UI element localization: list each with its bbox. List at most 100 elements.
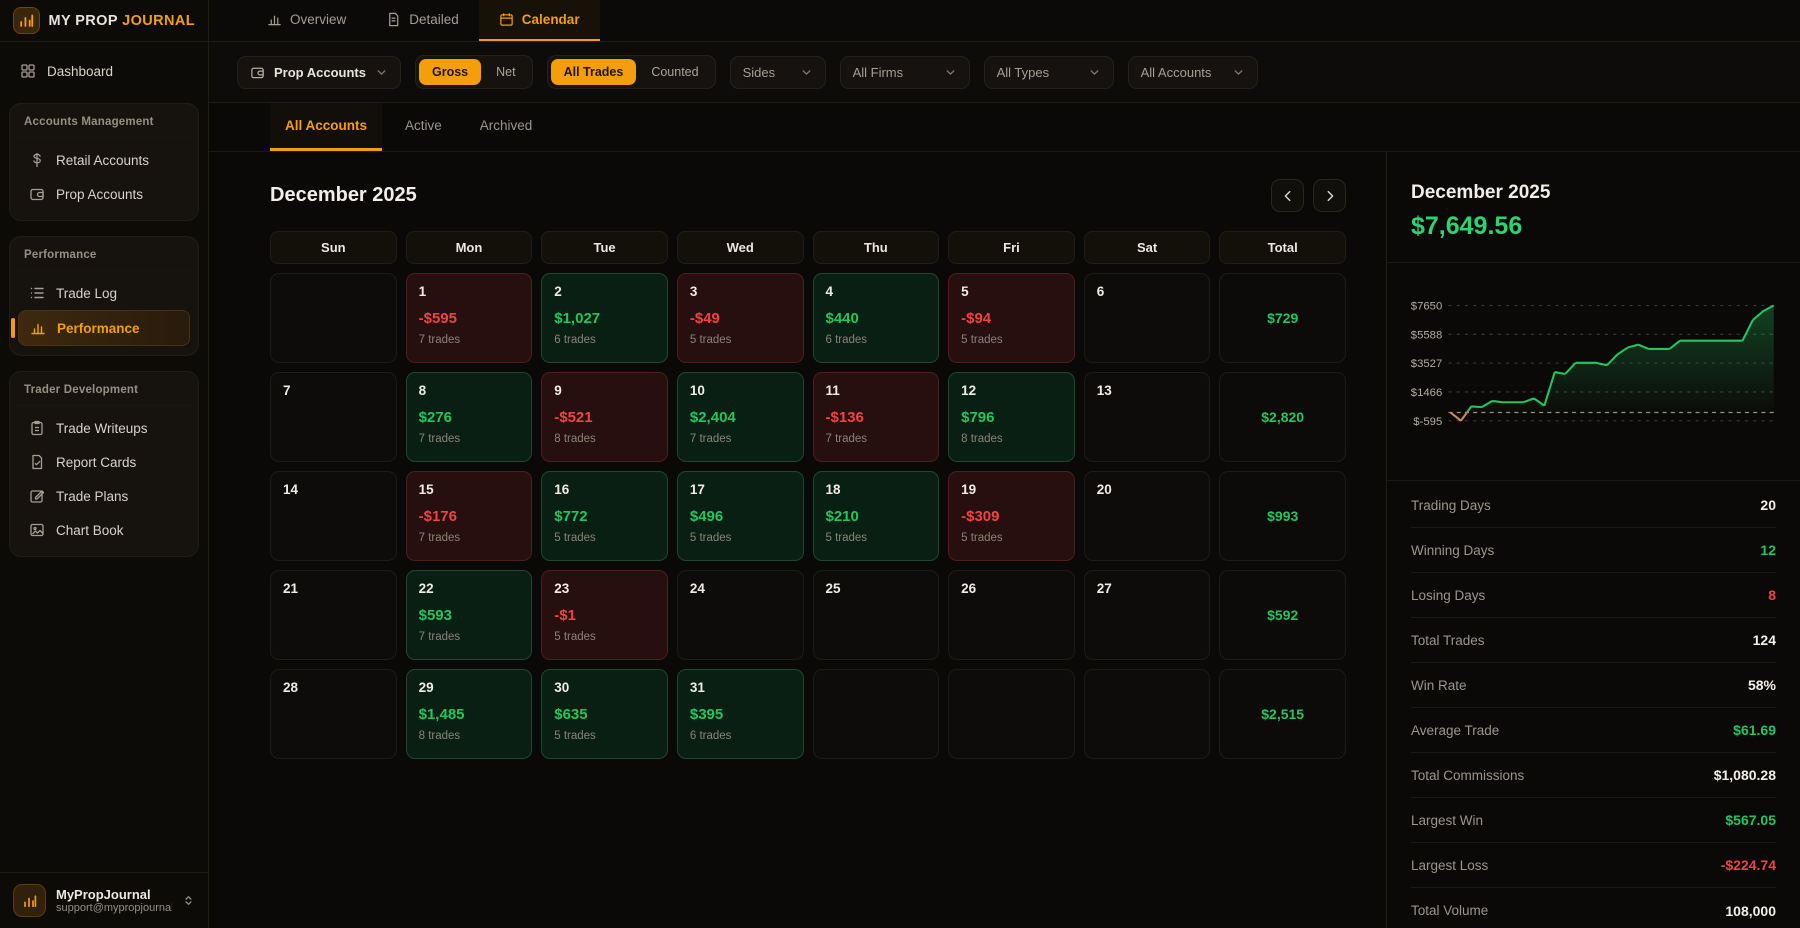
sidebar-group-accounts-management: Accounts Management Retail Accounts Prop A…	[9, 103, 199, 221]
sidebar-item-report-cards[interactable]: Report Cards	[18, 445, 190, 479]
filter-dropdown-all-types[interactable]: All Types	[983, 55, 1114, 89]
day-number: 7	[283, 383, 291, 398]
account-tab-all-accounts[interactable]: All Accounts	[270, 103, 383, 151]
day-pnl: -$521	[554, 409, 593, 426]
calendar-day-cell-3[interactable]: 3 -$49 5 trades	[676, 273, 804, 363]
stat-label: Average Trade	[1411, 722, 1500, 738]
dollar-icon	[29, 152, 45, 168]
day-pnl: -$1	[554, 607, 576, 624]
gross-net-toggle: Gross Net	[414, 55, 533, 89]
day-number: 28	[283, 680, 299, 695]
calendar-day-cell-9[interactable]: 9 -$521 8 trades	[541, 372, 668, 462]
account-type-dropdown[interactable]: Prop Accounts	[237, 55, 401, 89]
day-number: 17	[689, 482, 705, 497]
trades-mode-option-all-trades[interactable]: All Trades	[550, 59, 637, 85]
calendar-day-cell-13[interactable]: 13	[1083, 372, 1211, 462]
calendar-day-cell-7[interactable]: 7	[270, 372, 397, 462]
gross-net-option-gross[interactable]: Gross	[418, 59, 482, 85]
month-header: December 2025	[209, 152, 1386, 231]
calendar-day-cell-31[interactable]: 31 $395 6 trades	[676, 669, 804, 759]
calendar-day-cell-17[interactable]: 17 $496 5 trades	[676, 471, 804, 561]
nav-tab-detailed[interactable]: Detailed	[366, 0, 479, 41]
day-pnl: $772	[554, 508, 588, 525]
calendar-day-cell-20[interactable]: 20	[1083, 471, 1211, 561]
sidebar-item-chart-book[interactable]: Chart Book	[18, 513, 190, 547]
filter-dropdown-all-accounts[interactable]: All Accounts	[1127, 55, 1258, 89]
stat-row-total-trades: Total Trades 124	[1411, 618, 1776, 664]
stat-row-win-rate: Win Rate 58%	[1411, 663, 1776, 709]
chevron-updown-icon[interactable]	[182, 894, 195, 907]
sidebar-item-retail-accounts[interactable]: Retail Accounts	[18, 143, 190, 177]
content-row: December 2025 Sun Mon Tue Wed Thu Fri Sat Total…	[209, 152, 1800, 928]
calendar-day-cell-1[interactable]: 1 -$595 7 trades	[405, 273, 533, 363]
stat-row-winning-days: Winning Days 12	[1411, 528, 1776, 574]
calendar-day-cell-19[interactable]: 19 -$309 5 trades	[948, 471, 1075, 561]
sidebar-item-dashboard[interactable]: Dashboard	[9, 54, 199, 88]
svg-text:$3527: $3527	[1411, 358, 1442, 370]
day-trades-count: 8 trades	[961, 433, 1003, 445]
sidebar-body: Dashboard Accounts Management Retail Acco…	[0, 42, 208, 872]
sidebar-item-performance[interactable]: Performance	[11, 310, 190, 346]
calendar-day-cell-24[interactable]: 24	[676, 570, 804, 660]
calendar-day-cell-12[interactable]: 12 $796 8 trades	[948, 372, 1075, 462]
calendar-day-cell-16[interactable]: 16 $772 5 trades	[541, 471, 668, 561]
main-column: Overview Detailed Calendar Prop Accounts G…	[209, 0, 1800, 928]
trades-mode-option-counted[interactable]: Counted	[638, 59, 711, 85]
day-number: 14	[283, 482, 299, 497]
filter-dropdown-sides[interactable]: Sides	[729, 55, 826, 89]
calendar-day-cell-14[interactable]: 14	[270, 471, 397, 561]
calendar-day-cell-4[interactable]: 4 $440 6 trades	[812, 273, 940, 363]
sidebar-item-prop-accounts[interactable]: Prop Accounts	[18, 177, 190, 211]
account-tab-archived[interactable]: Archived	[479, 118, 533, 133]
calendar-day-cell-22[interactable]: 22 $593 7 trades	[405, 570, 533, 660]
stat-label: Total Trades	[1411, 632, 1485, 648]
calendar-day-cell-15[interactable]: 15 -$176 7 trades	[405, 471, 533, 561]
calendar-day-cell-29[interactable]: 29 $1,485 8 trades	[405, 669, 533, 759]
filter-dropdown-all-firms[interactable]: All Firms	[839, 55, 970, 89]
calendar-week-total: $592	[1219, 570, 1346, 660]
next-month-button[interactable]	[1313, 179, 1346, 212]
day-number: 4	[825, 284, 834, 299]
calendar-day-cell-18[interactable]: 18 $210 5 trades	[812, 471, 940, 561]
calendar-day-cell-25[interactable]: 25	[812, 570, 940, 660]
prev-month-button[interactable]	[1271, 179, 1304, 212]
nav-tab-overview[interactable]: Overview	[247, 0, 366, 41]
day-number: 21	[283, 581, 299, 596]
calendar-day-cell-11[interactable]: 11 -$136 7 trades	[812, 372, 940, 462]
calendar-day-cell-21[interactable]: 21	[270, 570, 397, 660]
sidebar-item-trade-plans[interactable]: Trade Plans	[18, 479, 190, 513]
day-number: 11	[825, 383, 840, 398]
gross-net-option-net[interactable]: Net	[483, 59, 528, 85]
calendar-day-cell-6[interactable]: 6	[1083, 273, 1211, 363]
document-icon	[386, 12, 401, 27]
day-number: 31	[689, 680, 705, 695]
day-number: 19	[961, 482, 977, 497]
calendar-day-cell-10[interactable]: 10 $2,404 7 trades	[676, 372, 804, 462]
sidebar-group-title: Accounts Management	[18, 113, 190, 138]
clipboard-icon	[29, 420, 45, 436]
sidebar-item-trade-writeups[interactable]: Trade Writeups	[18, 411, 190, 445]
user-row[interactable]: MyPropJournal support@mypropjournal.c...	[0, 872, 208, 928]
calendar-day-cell-26[interactable]: 26	[948, 570, 1075, 660]
calendar-day-cell-2[interactable]: 2 $1,027 6 trades	[541, 273, 668, 363]
day-pnl: $796	[961, 409, 995, 426]
sidebar-item-label: Trade Log	[56, 285, 118, 301]
calendar-day-cell-8[interactable]: 8 $276 7 trades	[405, 372, 533, 462]
calendar-day-cell-5[interactable]: 5 -$94 5 trades	[948, 273, 1075, 363]
calendar-day-cell-27[interactable]: 27	[1083, 570, 1211, 660]
calendar-day-cell-23[interactable]: 23 -$1 5 trades	[541, 570, 668, 660]
calendar-empty-cell	[1083, 669, 1211, 759]
day-number: 8	[418, 383, 427, 398]
stat-row-trading-days: Trading Days 20	[1411, 483, 1776, 529]
sidebar-item-trade-log[interactable]: Trade Log	[18, 276, 190, 310]
account-tab-active[interactable]: Active	[405, 118, 442, 133]
weekday-header-fri: Fri	[948, 231, 1075, 264]
calendar-day-cell-28[interactable]: 28	[270, 669, 397, 759]
day-pnl: $440	[825, 310, 859, 327]
stat-label: Total Volume	[1411, 903, 1489, 919]
calendar-day-cell-30[interactable]: 30 $635 5 trades	[541, 669, 668, 759]
nav-tab-calendar[interactable]: Calendar	[478, 0, 600, 41]
calendar-week-total: $2,515	[1219, 669, 1346, 759]
day-number: 27	[1096, 581, 1112, 596]
day-pnl: $593	[418, 607, 452, 624]
